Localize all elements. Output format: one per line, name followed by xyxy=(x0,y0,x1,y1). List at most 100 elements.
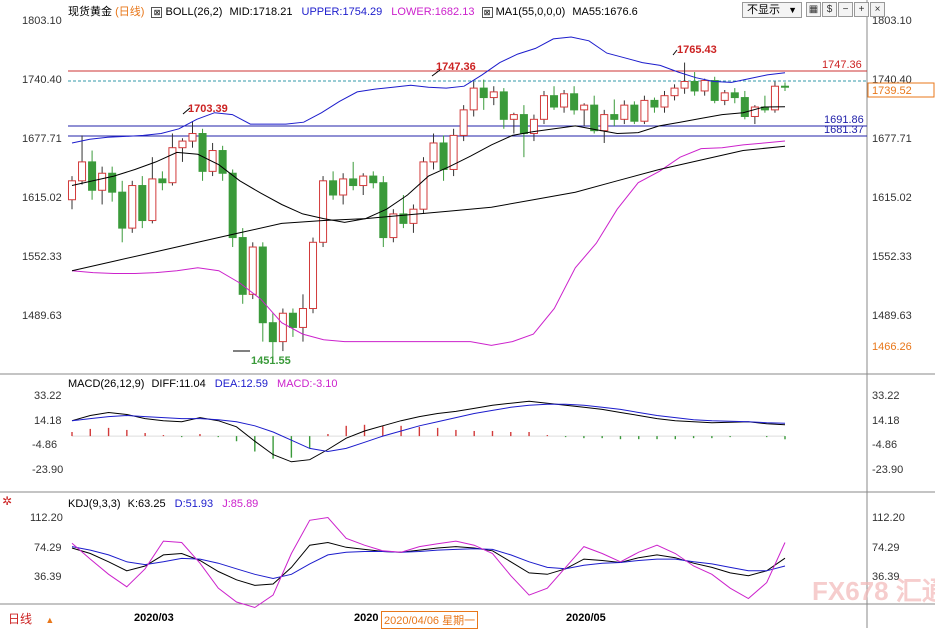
y-tick: 74.29 xyxy=(34,542,62,554)
candle-up xyxy=(429,142,438,163)
main-y-axis: 1803.10 1740.40 1677.71 1615.02 1552.33 … xyxy=(872,15,912,322)
kdj-y-axis: 112.20 74.29 36.39 112.20 74.29 36.39 xyxy=(30,512,905,583)
y-tick: 112.20 xyxy=(872,512,905,524)
candle-up xyxy=(409,208,418,224)
candle-down xyxy=(590,104,599,132)
grid-icon[interactable]: ▦ xyxy=(806,2,821,17)
dollar-icon[interactable]: $ xyxy=(822,2,837,17)
y-tick: -4.86 xyxy=(872,439,897,451)
candle-up xyxy=(98,172,107,191)
line-diff xyxy=(71,400,786,463)
annot-high-1747: 1747.36 xyxy=(436,61,476,73)
hline-label-1681: 1681.37 xyxy=(824,124,864,136)
candle-up xyxy=(750,106,759,117)
k-value: K:63.25 xyxy=(127,498,166,510)
mid-value: MID:1718.21 xyxy=(229,6,293,18)
line-j xyxy=(71,516,786,609)
main-left-axis: 1803.10 1740.40 1677.71 1615.02 1552.33 … xyxy=(22,15,62,322)
candle-up xyxy=(580,104,589,111)
period-tab[interactable]: 日线 ▲ xyxy=(8,612,55,626)
y-tick: 36.39 xyxy=(34,571,62,583)
dea-value: DEA:12.59 xyxy=(214,378,268,390)
indicator-lines xyxy=(71,36,786,346)
annot-low-1451: 1451.55 xyxy=(251,355,291,367)
candle-up xyxy=(449,134,458,170)
macd-label: MACD(26,12,9) xyxy=(68,378,145,390)
candle-down xyxy=(118,191,127,229)
candle-down xyxy=(630,104,639,122)
candle-up xyxy=(489,91,498,99)
upper-value: UPPER:1754.29 xyxy=(301,6,383,18)
kdj-header: KDJ(9,3,3) K:63.25 D:51.93 J:85.89 xyxy=(68,498,258,510)
candle-down xyxy=(690,80,699,92)
date-label: 2020/05 xyxy=(566,612,606,624)
date-label: 2020 xyxy=(354,612,379,624)
candle-up xyxy=(188,133,197,142)
y-tick: 1489.63 xyxy=(22,310,62,322)
y-tick: 1615.02 xyxy=(872,192,912,204)
candle-up xyxy=(539,95,549,120)
candle-down xyxy=(479,87,488,99)
watermark: FX678 汇通网 xyxy=(812,576,935,606)
candle-down xyxy=(550,95,559,108)
hline-label-1747: 1747.36 xyxy=(822,59,862,71)
y-tick: 36.39 xyxy=(872,571,900,583)
candle-down xyxy=(369,175,378,184)
y-tick: -4.86 xyxy=(32,439,57,451)
candle-up xyxy=(529,118,538,135)
y-tick: 14.18 xyxy=(872,415,900,427)
lower-value: LOWER:1682.13 xyxy=(391,6,475,18)
candle-down xyxy=(138,185,147,222)
candle-down xyxy=(88,161,97,191)
candle-down xyxy=(349,178,358,187)
candle-up xyxy=(148,178,157,222)
candle-up xyxy=(168,147,177,184)
candle-up xyxy=(278,312,287,343)
candle-up xyxy=(459,109,468,136)
y-tick: 33.22 xyxy=(872,390,900,402)
hide-indicator-button[interactable]: 不显示 ▼ xyxy=(742,2,802,18)
boll-toggle-icon[interactable]: ⊠ xyxy=(151,7,163,18)
period-link[interactable]: (日线) xyxy=(115,6,145,18)
candle-up xyxy=(670,87,679,97)
candle-down xyxy=(499,91,508,120)
candle-down xyxy=(329,180,338,196)
minus-icon[interactable]: − xyxy=(838,2,853,17)
ma1-label: MA1(55,0,0,0) xyxy=(495,6,566,18)
y-tick: 112.20 xyxy=(30,512,63,524)
y-tick: 74.29 xyxy=(872,542,900,554)
kdj-pane xyxy=(71,516,786,609)
macd-header: MACD(26,12,9) DIFF:11.04 DEA:12.59 MACD:… xyxy=(68,378,338,390)
boll-label: BOLL(26,2) xyxy=(165,6,223,18)
candle-down xyxy=(439,142,448,170)
candle-up xyxy=(128,185,137,229)
candle-up xyxy=(660,95,669,108)
last-price-label: 1739.52 xyxy=(872,85,912,97)
diff-value: DIFF:11.04 xyxy=(151,378,206,390)
ma-toggle-icon[interactable]: ⊠ xyxy=(481,7,493,18)
macd-pane xyxy=(71,400,786,463)
line-ma55 xyxy=(71,145,786,272)
candle-down xyxy=(399,213,408,224)
y-tick: 33.22 xyxy=(34,390,62,402)
line-d xyxy=(71,546,786,580)
y-tick: 1552.33 xyxy=(872,251,912,263)
candle-down xyxy=(519,114,528,135)
ma55-value: MA55:1676.6 xyxy=(572,6,638,18)
candle-down xyxy=(570,93,579,111)
main-header: 现货黄金 (日线) ⊠ BOLL(26,2) MID:1718.21 UPPER… xyxy=(68,3,638,19)
candle-up xyxy=(469,87,478,111)
close-icon[interactable]: × xyxy=(870,2,885,17)
candle-down xyxy=(740,97,749,117)
annot-1703-leader xyxy=(182,107,191,115)
candle-down xyxy=(710,80,719,101)
candle-up xyxy=(308,241,318,310)
plus-icon[interactable]: + xyxy=(854,2,869,17)
candle-down xyxy=(730,92,739,99)
settings-gear-icon[interactable]: ✲ xyxy=(2,494,13,508)
macd-value: MACD:-3.10 xyxy=(277,378,338,390)
candle-up xyxy=(419,161,428,210)
candle-up xyxy=(680,80,689,89)
candle-up xyxy=(298,308,307,328)
